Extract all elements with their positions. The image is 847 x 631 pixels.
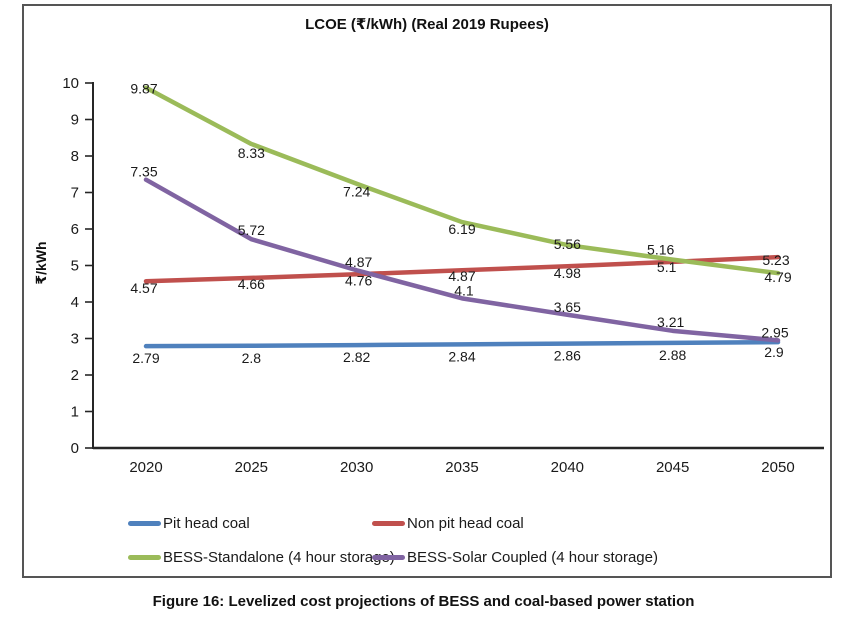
- legend-label: BESS-Solar Coupled (4 hour storage): [407, 548, 658, 566]
- x-tick-label: 2050: [761, 459, 794, 476]
- legend-item-bess-solar-coupled: BESS-Solar Coupled (4 hour storage): [372, 548, 658, 566]
- x-tick-label: 2025: [235, 459, 268, 476]
- data-label-bess-solar-coupled-4-hour-storage-2030: 4.87: [345, 254, 372, 270]
- data-label-bess-standalone-4-hour-storage-2035: 6.19: [448, 221, 475, 237]
- legend-item-bess-standalone: BESS-Standalone (4 hour storage): [128, 548, 395, 566]
- legend-label: Non pit head coal: [407, 514, 524, 532]
- data-label-bess-standalone-4-hour-storage-2020: 9.87: [130, 81, 157, 97]
- x-tick-label: 2020: [129, 459, 162, 476]
- figure-caption: Figure 16: Levelized cost projections of…: [152, 593, 695, 610]
- y-tick-label: 6: [71, 221, 79, 238]
- y-tick-label: 3: [71, 331, 79, 348]
- legend-swatch-non-pit-head-coal: [372, 520, 405, 526]
- y-tick-label: 2: [71, 367, 79, 384]
- x-tick-label: 2045: [656, 459, 689, 476]
- legend-swatch-pit-head-coal: [128, 520, 161, 526]
- y-tick-label: 1: [71, 404, 79, 421]
- chart-title: LCOE (₹/kWh) (Real 2019 Rupees): [305, 16, 549, 33]
- x-tick-label: 2030: [340, 459, 373, 476]
- y-tick-label: 4: [71, 294, 79, 311]
- data-label-bess-standalone-4-hour-storage-2025: 8.33: [238, 145, 265, 161]
- data-label-non-pit-head-coal-2050: 5.23: [762, 252, 789, 268]
- y-tick-label: 5: [71, 258, 79, 275]
- data-label-bess-solar-coupled-4-hour-storage-2035: 4.1: [454, 282, 474, 298]
- x-tick-label: 2035: [445, 459, 478, 476]
- y-tick-label: 7: [71, 185, 79, 202]
- data-label-bess-solar-coupled-4-hour-storage-2040: 3.65: [554, 299, 581, 315]
- y-tick-label: 0: [71, 440, 79, 457]
- legend-item-pit-head-coal: Pit head coal: [128, 514, 250, 532]
- y-tick-label: 10: [62, 75, 79, 92]
- data-label-bess-standalone-4-hour-storage-2030: 7.24: [343, 184, 370, 200]
- legend-swatch-bess-standalone: [128, 554, 161, 560]
- data-label-bess-solar-coupled-4-hour-storage-2050: 2.95: [761, 324, 788, 340]
- data-label-non-pit-head-coal-2025: 4.66: [238, 276, 265, 292]
- series-line-bess-standalone-4-hour-storage: [143, 85, 781, 276]
- legend-label: Pit head coal: [163, 514, 250, 532]
- data-label-pit-head-coal-2020: 2.79: [132, 350, 159, 366]
- data-label-non-pit-head-coal-2020: 4.57: [130, 280, 157, 296]
- data-label-bess-standalone-4-hour-storage-2045: 5.16: [647, 242, 674, 258]
- legend-label: BESS-Standalone (4 hour storage): [163, 548, 395, 566]
- data-label-pit-head-coal-2035: 2.84: [448, 348, 475, 364]
- data-label-pit-head-coal-2040: 2.86: [554, 348, 581, 364]
- data-label-bess-standalone-4-hour-storage-2040: 5.56: [554, 236, 581, 252]
- data-label-pit-head-coal-2025: 2.8: [242, 350, 262, 366]
- y-tick-label: 9: [71, 112, 79, 129]
- data-label-non-pit-head-coal-2045: 5.1: [657, 259, 677, 275]
- x-tick-label: 2040: [551, 459, 584, 476]
- data-label-bess-solar-coupled-4-hour-storage-2025: 5.72: [238, 222, 265, 238]
- data-label-pit-head-coal-2050: 2.9: [764, 344, 784, 360]
- legend-item-non-pit-head-coal: Non pit head coal: [372, 514, 524, 532]
- y-tick-label: 8: [71, 148, 79, 165]
- data-label-bess-standalone-4-hour-storage-2050: 4.79: [764, 269, 791, 285]
- data-label-non-pit-head-coal-2035: 4.87: [448, 268, 475, 284]
- legend-swatch-bess-solar-coupled: [372, 554, 405, 560]
- series-line-pit-head-coal: [143, 339, 781, 349]
- data-label-bess-solar-coupled-4-hour-storage-2020: 7.35: [130, 164, 157, 180]
- data-label-pit-head-coal-2045: 2.88: [659, 347, 686, 363]
- series-line-bess-solar-coupled-4-hour-storage: [143, 177, 781, 343]
- data-label-pit-head-coal-2030: 2.82: [343, 349, 370, 365]
- data-label-non-pit-head-coal-2040: 4.98: [554, 265, 581, 281]
- data-label-bess-solar-coupled-4-hour-storage-2045: 3.21: [657, 314, 684, 330]
- data-label-non-pit-head-coal-2030: 4.76: [345, 272, 372, 288]
